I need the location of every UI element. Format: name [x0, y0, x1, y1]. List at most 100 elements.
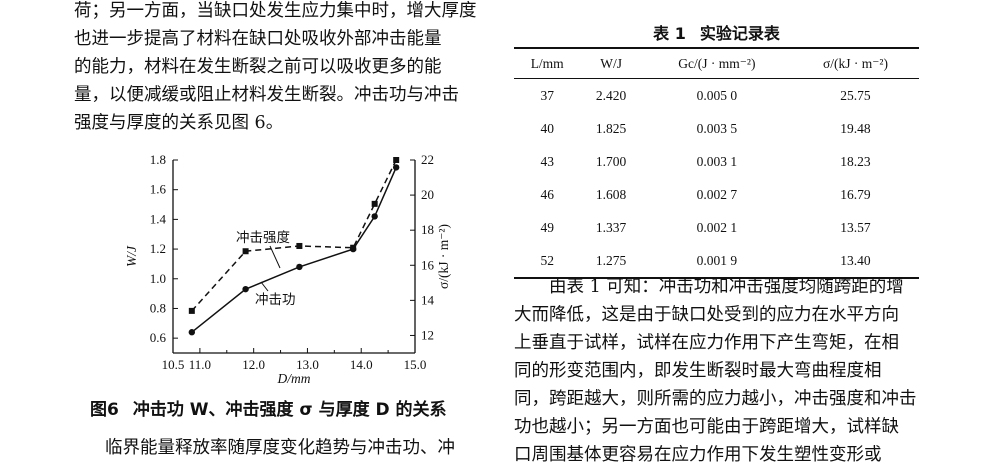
y-left-tick-label: 1.0 — [150, 271, 166, 286]
text-line: 强度与厚度的关系见图 6。 — [74, 113, 284, 133]
impact-strength-point — [296, 242, 303, 249]
y-left-tick-label: 1.8 — [150, 152, 166, 167]
text-line: 也进一步提高了材料在缺口处吸收外部冲击能量 — [74, 29, 442, 49]
impact-work-point — [296, 263, 303, 271]
table-cell: 1.825 — [595, 120, 627, 136]
table-cell: 37 — [540, 87, 554, 103]
y-right-tick-label: 22 — [421, 152, 434, 167]
text-line: 由表 1 可知：冲击功和冲击强度均随跨距的增 — [549, 277, 904, 297]
impact-strength-point — [371, 200, 378, 207]
table-row: 46 1.608 0.002 7 16.79 — [514, 178, 919, 211]
y-right-tick-label: 18 — [421, 222, 434, 237]
table-cell: 46 — [540, 186, 554, 202]
x-tick-label: 11.0 — [189, 357, 211, 372]
table-cell: 43 — [540, 153, 554, 169]
table-cell: 18.23 — [840, 153, 871, 169]
impact-strength-point — [350, 244, 357, 251]
table-number: 表 1 — [653, 24, 686, 43]
table-header: Gc/(J · mm⁻²) — [641, 47, 792, 79]
text-line: 荷；另一方面，当缺口处发生应力集中时，增大厚度 — [74, 1, 477, 21]
y-left-axis-label: W/J — [124, 245, 139, 267]
figure-caption-text: 冲击功 W、冲击强度 σ 与厚度 D 的关系 — [132, 400, 447, 420]
series-label-pointer — [260, 281, 269, 292]
impact-strength-point — [242, 248, 249, 255]
table-row: 49 1.337 0.002 1 13.57 — [514, 211, 919, 244]
table-caption: 表 1 实验记录表 — [514, 20, 919, 44]
figure-number: 图6 — [90, 400, 119, 420]
text-line: 临界能量释放率随厚度变化趋势与冲击功、冲 — [105, 438, 455, 458]
y-right-tick-label: 20 — [421, 187, 434, 202]
impact-work-line — [191, 167, 397, 333]
y-left-tick-label: 0.8 — [150, 300, 166, 315]
table-cell: 13.57 — [840, 219, 871, 235]
y-left-tick-label: 1.4 — [150, 211, 167, 226]
left-paragraph: 荷；另一方面，当缺口处发生应力集中时，增大厚度 也进一步提高了材料在缺口处吸收外… — [74, 0, 477, 137]
text-line: 功也越小；另一方面也可能由于跨距增大，试样缺 — [514, 417, 899, 437]
table-cell: 25.75 — [840, 87, 871, 103]
table-cell: 13.40 — [791, 244, 919, 279]
table-cell: 1.608 — [595, 186, 627, 202]
table-row: 43 1.700 0.003 1 18.23 — [514, 145, 919, 178]
bottom-left-text: 临界能量释放率随厚度变化趋势与冲击功、冲 — [105, 434, 455, 462]
chart-frame — [172, 160, 416, 354]
text-line: 大而降低，这是由于缺口处受到的应力在水平方向 — [514, 305, 899, 325]
chart-ticks: 10.5 11.0 12.0 13.0 14.0 15.0 0.6 0.8 1.0 1.2 1.4 1… — [150, 152, 435, 372]
table-cell: 0.003 1 — [696, 153, 738, 169]
text-line: 同的形变范围内，即发生断裂时最大弯曲程度相 — [514, 361, 882, 381]
impact-work-point — [242, 285, 249, 293]
y-left-tick-label: 1.6 — [150, 182, 167, 197]
x-tick-label: 12.0 — [242, 357, 265, 372]
table-header: σ/(kJ · m⁻²) — [791, 47, 919, 79]
impact-work-point — [371, 213, 378, 220]
y-right-tick-label: 14 — [421, 292, 435, 307]
y-right-axis-label: σ/(kJ · m⁻²) — [436, 224, 451, 289]
table-cell: 0.002 7 — [696, 186, 738, 202]
table-cell: 16.79 — [840, 186, 871, 202]
impact-work-point — [392, 164, 400, 171]
table-cell: 2.420 — [595, 87, 627, 103]
table-cell: 0.003 5 — [696, 120, 738, 136]
table-caption-text: 实验记录表 — [699, 24, 780, 43]
text-line: 量，以便减缓或阻止材料发生断裂。冲击功与冲击 — [74, 85, 459, 105]
table-cell: 1.700 — [595, 153, 627, 169]
table-header-row: L/mm W/J Gc/(J · mm⁻²) σ/(kJ · m⁻²) — [514, 47, 919, 79]
text-line: 的能力，材料在发生断裂之前可以吸收更多的能 — [74, 57, 442, 77]
impact-strength-line — [191, 159, 397, 312]
table-cell: 1.275 — [580, 244, 642, 279]
series-label-work: 冲击功 — [255, 292, 296, 307]
impact-strength-point — [188, 307, 195, 314]
series-label-strength: 冲击强度 — [236, 230, 290, 245]
table-cell: 40 — [540, 120, 554, 136]
x-tick-label: 10.5 — [162, 357, 185, 372]
y-left-tick-label: 1.2 — [150, 241, 166, 256]
x-tick-label: 15.0 — [404, 357, 427, 372]
table-header: W/J — [580, 47, 642, 79]
x-tick-label: 14.0 — [350, 357, 373, 372]
text-line: 同，跨距越大，则所需的应力越小，冲击强度和冲击 — [514, 389, 917, 409]
series-label-pointer — [269, 245, 281, 269]
table-cell: 0.001 9 — [641, 244, 792, 279]
table-cell: 49 — [540, 219, 554, 235]
table-cell: 52 — [514, 244, 581, 279]
text-line: 口周围基体更容易在应力作用下发生塑性变形或 — [514, 445, 882, 465]
right-paragraph: 由表 1 可知：冲击功和冲击强度均随跨距的增 大而降低，这是由于缺口处受到的应力… — [514, 273, 917, 469]
text-line: 上垂直于试样，试样在应力作用下产生弯矩，在相 — [514, 333, 899, 353]
impact-chart: 10.5 11.0 12.0 13.0 14.0 15.0 0.6 0.8 1.0 1.2 1.4 1… — [124, 152, 451, 383]
chart-series — [188, 157, 400, 336]
table-header: L/mm — [514, 47, 581, 79]
table-cell: 1.337 — [595, 219, 627, 235]
table-cell: 19.48 — [840, 120, 871, 136]
x-tick-label: 13.0 — [296, 357, 319, 372]
table-cell: 0.002 1 — [696, 219, 738, 235]
impact-work-point — [188, 329, 196, 336]
x-axis-label: D/mm — [277, 371, 311, 383]
table-row: 37 2.420 0.005 0 25.75 — [514, 79, 919, 113]
record-table: L/mm W/J Gc/(J · mm⁻²) σ/(kJ · m⁻²) 37 2… — [514, 47, 919, 279]
figure-caption: 图6 冲击功 W、冲击强度 σ 与厚度 D 的关系 — [90, 395, 490, 420]
y-right-tick-label: 12 — [421, 327, 434, 342]
table-row: 52 1.275 0.001 9 13.40 — [514, 244, 919, 279]
impact-strength-point — [393, 157, 400, 163]
y-right-tick-label: 16 — [421, 257, 435, 272]
y-left-tick-label: 0.6 — [150, 330, 167, 345]
